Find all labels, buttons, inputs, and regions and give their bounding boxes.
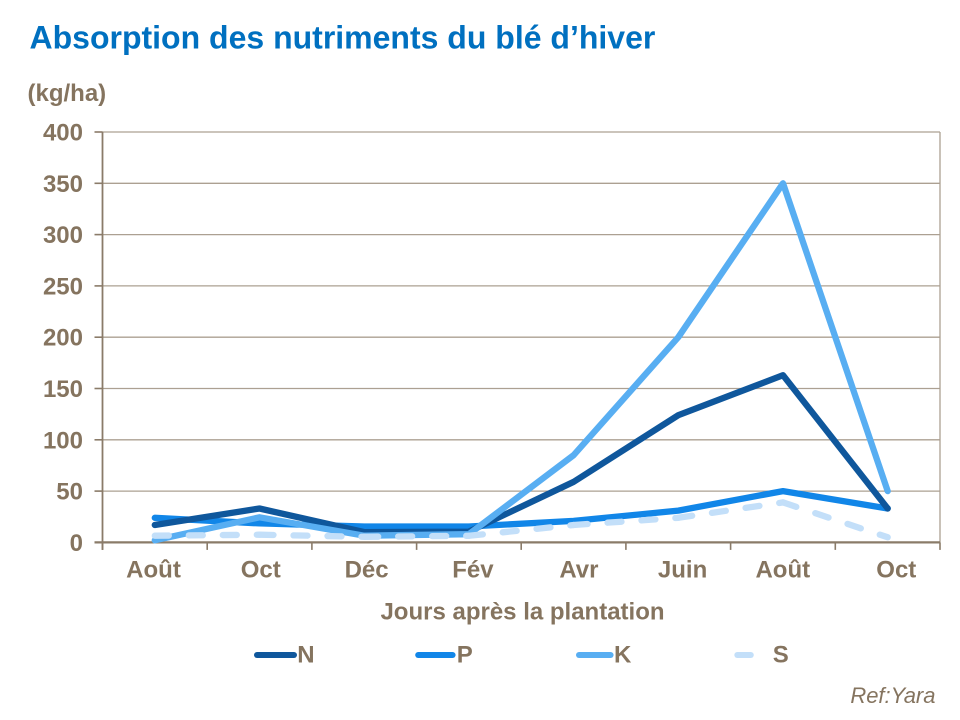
svg-text:350: 350 [43,171,83,198]
svg-text:Déc: Déc [345,557,389,584]
svg-text:Avr: Avr [559,557,598,584]
svg-text:Oct: Oct [241,557,281,584]
svg-text:Fév: Fév [452,557,494,584]
svg-text:Ref:Yara: Ref:Yara [850,683,935,708]
svg-text:300: 300 [43,222,83,249]
svg-text:150: 150 [43,376,83,403]
svg-text:200: 200 [43,325,83,352]
svg-text:S: S [773,642,789,669]
svg-text:Oct: Oct [876,557,916,584]
svg-text:50: 50 [56,479,83,506]
svg-text:Août: Août [126,557,181,584]
svg-text:Juin: Juin [658,557,707,584]
svg-text:Absorption des nutriments du b: Absorption des nutriments du blé d’hiver [30,20,656,56]
svg-text:Août: Août [755,557,810,584]
svg-text:P: P [457,642,473,669]
svg-text:Jours après la plantation: Jours après la plantation [380,599,664,626]
svg-text:100: 100 [43,427,83,454]
svg-text:400: 400 [43,120,83,147]
svg-text:250: 250 [43,273,83,300]
svg-text:(kg/ha): (kg/ha) [28,80,107,107]
svg-text:K: K [614,642,632,669]
svg-text:N: N [297,642,314,669]
svg-text:0: 0 [70,530,83,557]
